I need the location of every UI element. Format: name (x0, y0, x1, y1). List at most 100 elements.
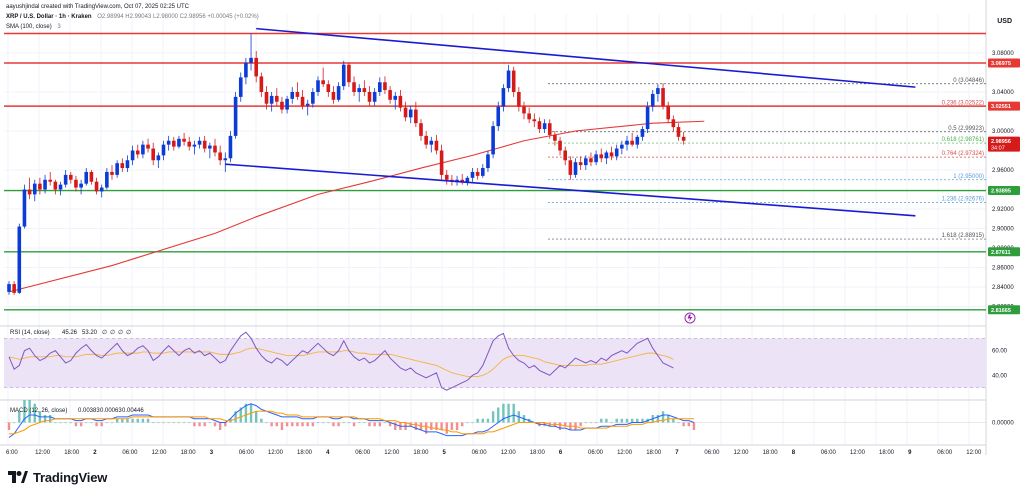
candle-bearish (439, 150, 444, 175)
candle-bearish (12, 284, 16, 293)
macd-histogram-bar (291, 422, 294, 427)
price-tag-countdown: 34:07 (991, 146, 1005, 152)
macd-histogram-bar (471, 422, 474, 424)
time-axis-tick: 18:00 (297, 450, 313, 456)
macd-histogram-bar (394, 422, 397, 430)
macd-histogram-bar (502, 403, 505, 423)
tradingview-logo[interactable]: TradingView (8, 468, 107, 486)
candle-bullish (141, 144, 145, 155)
candle-bearish (187, 141, 192, 147)
candle-bullish (7, 284, 11, 292)
macd-histogram-bar (54, 422, 57, 424)
time-axis-tick: 06:00 (704, 450, 720, 456)
time-axis-tick: 9 (908, 450, 912, 456)
candle-bearish (254, 57, 258, 77)
macd-legend-value: 0.00383 (78, 408, 100, 414)
macd-histogram-bar (507, 403, 510, 423)
fib-level-label: 0.236 (3.02522) (942, 100, 984, 106)
macd-histogram-bar (368, 422, 371, 427)
fib-level-label: 1 (2.95000) (953, 174, 984, 180)
macd-histogram-bar (605, 418, 608, 423)
macd-histogram-bar (162, 422, 165, 424)
candle-bullish (486, 154, 490, 169)
macd-histogram-bar (296, 422, 299, 427)
time-axis-tick: 18:00 (763, 450, 779, 456)
candle-bullish (177, 138, 181, 147)
macd-histogram-bar (255, 411, 258, 423)
candle-bullish (341, 64, 346, 87)
macd-line (8, 403, 695, 438)
candle-bullish (130, 150, 135, 161)
candle-bearish (676, 127, 681, 137)
rsi-legend-value: ∅ (102, 329, 107, 336)
macd-histogram-bar (64, 422, 67, 424)
tradingview-logo-text: TradingView (33, 469, 108, 485)
candle-bullish (244, 62, 248, 78)
time-axis-tick: 12:00 (35, 450, 51, 456)
macd-histogram-bar (188, 422, 191, 424)
macd-histogram-bar (388, 422, 392, 427)
macd-histogram-bar (18, 411, 21, 423)
macd-histogram-bar (476, 418, 479, 423)
candle-bullish (542, 123, 547, 130)
macd-histogram-bar (497, 407, 500, 423)
price-axis-tick: 3.08000 (992, 51, 1014, 57)
candle-bearish (182, 138, 186, 142)
macd-histogram-bar (373, 422, 376, 427)
fib-level-label: 1.236 (2.92676) (942, 196, 984, 202)
candle-bullish (22, 189, 27, 227)
publisher-note: aayushjindal created with TradingView.co… (6, 4, 189, 10)
macd-histogram-bar (600, 418, 603, 423)
macd-histogram-bar (146, 418, 150, 423)
candle-bullish (43, 179, 47, 190)
macd-legend-value: 0.00446 (122, 408, 144, 414)
macd-signal-line (9, 410, 694, 435)
candle-bullish (620, 144, 624, 149)
macd-histogram-bar (131, 418, 134, 423)
candle-bearish (295, 92, 300, 97)
price-tag (988, 101, 1020, 111)
price-tag-label: 3.06975 (991, 61, 1011, 67)
macd-histogram-bar (69, 422, 72, 424)
macd-histogram-bar (461, 422, 464, 427)
candle-bullish (192, 144, 197, 147)
candle-bearish (94, 181, 99, 192)
time-axis-tick: 06:00 (588, 450, 604, 456)
candle-bearish (48, 179, 52, 182)
macd-histogram-bar (641, 418, 644, 423)
macd-histogram-bar (352, 422, 356, 427)
macd-histogram-bar (327, 422, 330, 424)
candle-bearish (589, 158, 593, 163)
macd-histogram-bar (311, 422, 315, 427)
price-tag (988, 58, 1020, 68)
macd-histogram-bar (321, 422, 325, 424)
sma-legend[interactable]: SMA (100, close) 3 (6, 24, 61, 30)
time-axis-tick: 7 (675, 450, 679, 456)
price-axis-tick: 2.84000 (992, 285, 1014, 291)
macd-histogram-bar (208, 422, 212, 424)
macd-histogram-bar (445, 422, 448, 434)
candles-group (7, 33, 686, 295)
candle-bearish (53, 181, 58, 190)
symbol-title: XRP / U.S. Dollar · 1h · Kraken (6, 14, 92, 20)
tradingview-logo-icon (8, 471, 28, 483)
candle-bullish (305, 103, 310, 106)
candle-bullish (506, 70, 511, 89)
macd-title: MACD (12, 26, close) (10, 408, 67, 414)
candle-bullish (311, 92, 315, 104)
candle-bullish (228, 135, 233, 159)
macd-histogram-bar (594, 422, 598, 424)
currency-label[interactable]: USD (997, 18, 1012, 25)
macd-histogram-bar (182, 422, 186, 424)
rsi-legend-value: ∅ (110, 329, 115, 336)
candle-bearish (511, 70, 516, 92)
time-axis-tick: 06:00 (355, 450, 371, 456)
candle-bullish (63, 174, 68, 185)
candle-bullish (197, 140, 202, 145)
macd-histogram-bar (625, 418, 629, 423)
macd-histogram-bar (687, 422, 690, 427)
fib-level-label: 1.618 (2.88915) (942, 233, 984, 239)
candle-bullish (481, 168, 485, 176)
price-axis-tick: 3.04000 (992, 90, 1014, 96)
